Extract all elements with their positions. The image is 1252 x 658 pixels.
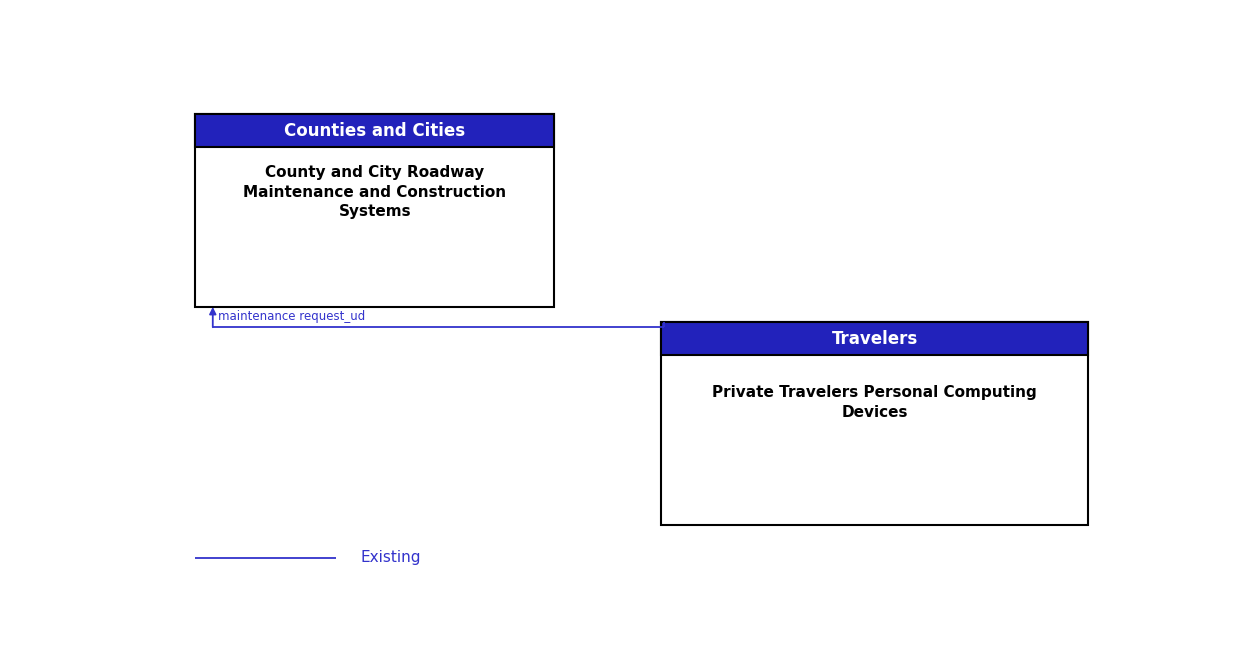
Bar xyxy=(661,322,1088,355)
Text: Private Travelers Personal Computing
Devices: Private Travelers Personal Computing Dev… xyxy=(712,385,1037,420)
Bar xyxy=(661,322,1088,525)
Text: County and City Roadway
Maintenance and Construction
Systems: County and City Roadway Maintenance and … xyxy=(243,164,506,219)
Text: maintenance request_ud: maintenance request_ud xyxy=(218,310,364,323)
Text: Travelers: Travelers xyxy=(831,330,918,347)
Bar xyxy=(195,114,555,307)
Text: Counties and Cities: Counties and Cities xyxy=(284,122,466,140)
Bar xyxy=(195,114,555,147)
Text: Existing: Existing xyxy=(361,550,421,565)
